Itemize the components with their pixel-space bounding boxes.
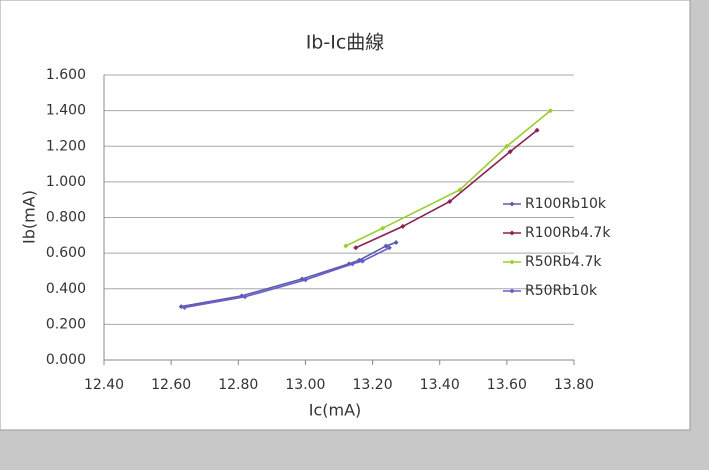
y-tick-label: 1.400 <box>46 103 86 119</box>
legend-label: R50Rb4.7k <box>525 254 602 270</box>
point <box>457 187 463 193</box>
x-tick-label: 13.60 <box>487 377 527 393</box>
point <box>548 108 553 114</box>
legend-label: R50Rb10k <box>525 283 598 299</box>
point <box>242 294 248 300</box>
y-tick-label: 1.000 <box>46 174 86 190</box>
legend-marker <box>509 288 515 294</box>
point <box>504 143 510 149</box>
point <box>447 198 453 204</box>
legend-marker <box>509 259 515 265</box>
point <box>353 245 359 251</box>
point <box>360 258 365 264</box>
legend-label: R100Rb10k <box>525 196 607 212</box>
series-line <box>184 247 390 309</box>
y-tick-label: 0.000 <box>46 352 86 368</box>
x-tick-label: 12.60 <box>151 377 191 393</box>
point <box>343 243 349 249</box>
point <box>302 277 308 283</box>
legend-label: R100Rb4.7k <box>525 225 611 241</box>
y-tick-label: 0.600 <box>46 245 86 261</box>
point <box>534 127 540 133</box>
point <box>393 239 399 245</box>
x-tick-label: 13.00 <box>285 377 325 393</box>
point <box>400 223 406 229</box>
chart-title: Ib-Ic曲線 <box>306 32 385 54</box>
point <box>349 261 355 267</box>
point <box>386 245 392 251</box>
chart-area <box>0 0 691 431</box>
point <box>507 149 513 155</box>
legend-marker <box>509 201 515 207</box>
y-tick-label: 1.200 <box>46 138 86 154</box>
y-axis-label: Ib(mA) <box>20 190 39 244</box>
x-tick-label: 12.80 <box>218 377 258 393</box>
point <box>182 304 188 310</box>
y-tick-label: 0.400 <box>46 281 86 297</box>
x-axis-label: Ic(mA) <box>309 401 362 420</box>
legend-marker <box>509 230 515 236</box>
x-tick-label: 12.40 <box>84 377 124 393</box>
y-tick-label: 0.800 <box>46 210 86 226</box>
x-tick-label: 13.20 <box>353 377 393 393</box>
point <box>380 225 386 231</box>
point <box>383 243 389 249</box>
x-tick-label: 13.40 <box>420 377 460 393</box>
y-tick-label: 1.600 <box>46 67 86 83</box>
x-tick-label: 13.80 <box>554 377 594 393</box>
y-tick-label: 0.200 <box>46 316 86 332</box>
